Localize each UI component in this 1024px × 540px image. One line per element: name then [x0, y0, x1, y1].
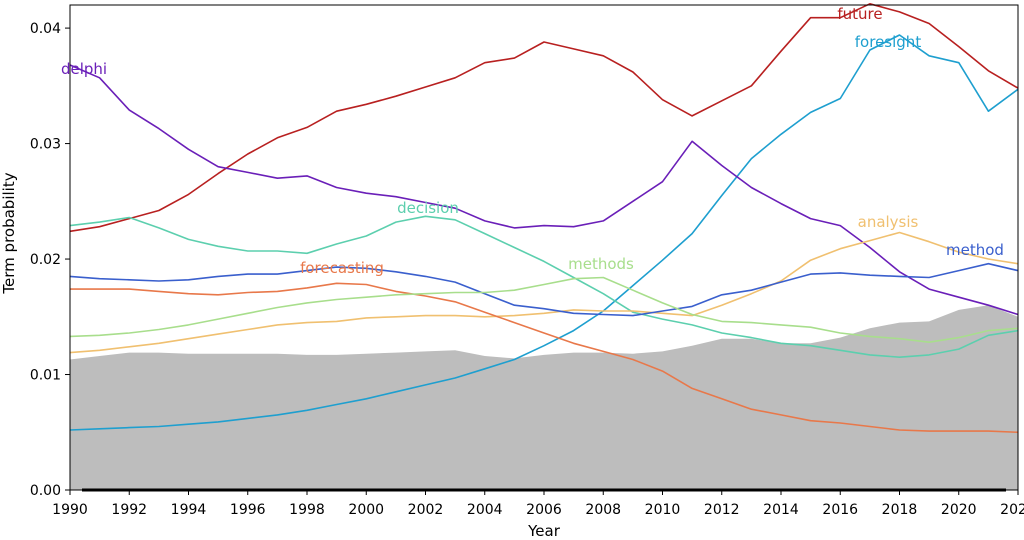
- x-tick-label: 1994: [171, 502, 207, 518]
- series-label-future: future: [837, 5, 882, 23]
- series-line-analysis: [69, 231, 1019, 354]
- x-tick-label: 1996: [230, 502, 266, 518]
- x-tick-label: 2000: [348, 502, 384, 518]
- x-tick-label: 2006: [526, 502, 562, 518]
- baseline-area: [70, 305, 1018, 490]
- x-tick-label: 2002: [408, 502, 444, 518]
- x-tick-label: 2014: [763, 502, 799, 518]
- series-line-delphi: [69, 64, 1019, 316]
- series-label-forecasting: forecasting: [300, 259, 384, 277]
- x-tick-label: 1992: [111, 502, 147, 518]
- ticks-layer: 1990 1992 1994 1996 1998 2000 2002 2004 2006 2008…: [30, 21, 1024, 518]
- series-line-forecasting: [70, 282, 1019, 434]
- y-axis-title: Term probability: [0, 172, 18, 294]
- x-tick-label: 2004: [467, 502, 503, 518]
- series-label-analysis: analysis: [858, 213, 919, 231]
- series-line-method: [69, 262, 1019, 317]
- series-line-methods: [69, 276, 1019, 344]
- y-tick-label: 0.04: [30, 21, 61, 37]
- series-line-foresight: [69, 34, 1019, 431]
- baseline-area-layer: [70, 305, 1018, 490]
- series-label-method: method: [946, 241, 1004, 259]
- x-tick-label: 2022: [1000, 502, 1024, 518]
- y-tick-label: 0.02: [30, 252, 61, 268]
- series-labels-layer: future foresight delphi decision analysis met…: [61, 5, 1004, 277]
- series-line-decision: [69, 215, 1019, 359]
- series-label-delphi: delphi: [61, 60, 107, 78]
- x-axis-title: Year: [527, 522, 561, 540]
- series-label-methods: methods: [568, 255, 634, 273]
- x-tick-label: 2008: [585, 502, 621, 518]
- x-tick-label: 2016: [822, 502, 858, 518]
- series-line-future: [69, 2, 1019, 233]
- x-tick-label: 1990: [52, 502, 88, 518]
- series-label-foresight: foresight: [855, 33, 922, 51]
- series-label-decision: decision: [397, 199, 459, 217]
- x-tick-label: 1998: [289, 502, 325, 518]
- x-tick-label: 2020: [941, 502, 977, 518]
- x-tick-label: 2012: [704, 502, 740, 518]
- x-tick-label: 2018: [882, 502, 918, 518]
- series-lines-layer: [69, 2, 1019, 434]
- y-tick-label: 0.03: [30, 137, 61, 153]
- y-tick-label: 0.01: [30, 368, 61, 384]
- y-tick-label: 0.00: [30, 483, 61, 499]
- x-tick-label: 2010: [645, 502, 681, 518]
